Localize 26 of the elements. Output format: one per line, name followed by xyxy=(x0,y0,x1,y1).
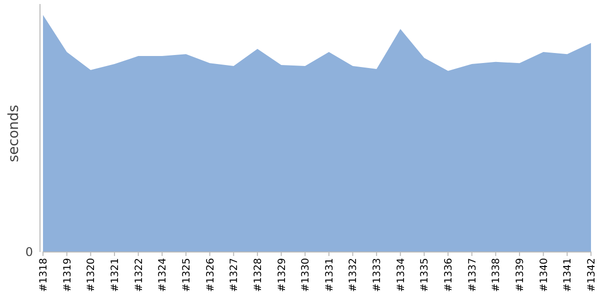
x-tick-label: #1328 xyxy=(252,258,264,292)
x-tick-label: #1342 xyxy=(586,258,598,292)
x-tick-label: #1335 xyxy=(420,258,431,292)
x-tick-label: #1340 xyxy=(538,258,550,292)
x-tick-label: #1332 xyxy=(348,258,360,292)
x-tick-label: #1327 xyxy=(229,258,240,292)
x-tick-label: #1338 xyxy=(491,258,502,292)
x-tick-label: #1324 xyxy=(158,258,169,292)
y-axis-title: seconds xyxy=(6,104,22,162)
x-tick-label: #1320 xyxy=(86,258,98,292)
x-tick-label: #1322 xyxy=(134,258,145,292)
x-tick-label: #1331 xyxy=(324,258,336,292)
x-tick-label: #1326 xyxy=(205,258,216,292)
x-tick-label: #1339 xyxy=(515,258,526,292)
x-tick-label: #1336 xyxy=(444,258,455,292)
x-tick-label: #1334 xyxy=(396,258,407,292)
x-tick-label: #1318 xyxy=(38,258,50,292)
x-tick-label: #1325 xyxy=(181,258,192,292)
x-tick-label: #1341 xyxy=(562,258,574,292)
x-tick-label: #1330 xyxy=(300,258,312,292)
x-tick-label: #1329 xyxy=(276,258,288,292)
text: 0 xyxy=(25,245,33,260)
x-tick-label: #1337 xyxy=(467,258,478,292)
x-tick-label: #1319 xyxy=(62,258,74,292)
x-tick-label: #1333 xyxy=(372,258,384,292)
x-tick-label: #1321 xyxy=(110,258,121,292)
